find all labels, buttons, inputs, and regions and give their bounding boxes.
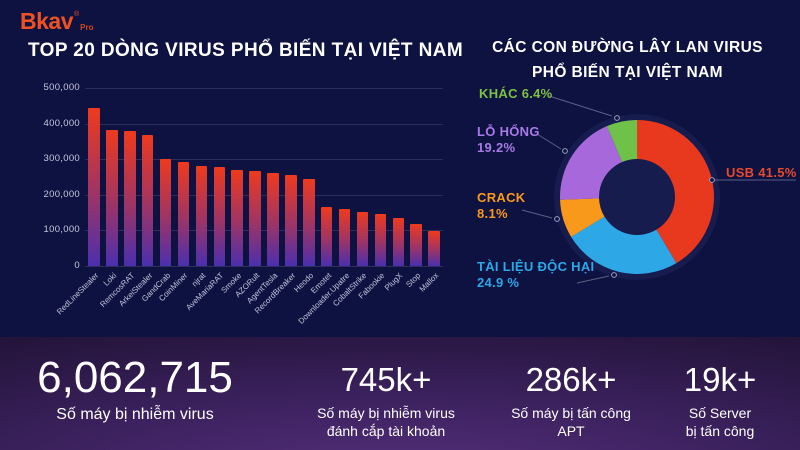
callout-connector-line <box>536 133 562 150</box>
stat-apt-attacks-label-line2: APT <box>557 422 585 439</box>
bar-coinminer <box>177 161 190 266</box>
donut-label-crack-name: CRACK <box>477 190 526 205</box>
stat-apt-attacks-label-line1: Số máy bị tấn công <box>511 404 631 421</box>
bar-azorult <box>249 170 261 266</box>
donut-label-lo-hong: LỖ HỔNG 19.2% <box>477 124 540 157</box>
gridline <box>85 123 443 125</box>
donut-slice-usb <box>637 120 715 264</box>
stat-credential-stealing-label-line2: đánh cắp tài khoản <box>326 422 446 439</box>
registered-trademark-icon: ® <box>73 11 80 18</box>
bar-agenttesla <box>267 173 279 266</box>
bkav-logo-edition: Pro <box>80 23 94 32</box>
y-axis-tick-label: 100,000 <box>43 224 80 236</box>
stat-servers-attacked: 19k+ Số Server bị tấn công <box>630 361 800 440</box>
donut-slice-lỗ-hổng <box>560 126 623 200</box>
bar-loki <box>106 129 118 266</box>
donut-label-usb: USB 41.5% <box>726 165 797 181</box>
stat-infected-machines-label: Số máy bị nhiễm virus <box>56 406 214 424</box>
donut-chart-title-line2: PHỔ BIẾN TẠI VIỆT NAM <box>532 63 723 81</box>
bar-recordbreaker <box>285 174 297 266</box>
bar-downloader.upatre <box>338 208 351 266</box>
bar-emotet <box>320 206 333 266</box>
summary-stats-bar: 6,062,715 Số máy bị nhiễm virus 745k+ Số… <box>0 337 800 450</box>
donut-label-lo-hong-name: LỖ HỔNG <box>477 124 540 139</box>
callout-connector-dot <box>611 272 617 278</box>
y-axis-tick-label: 500,000 <box>43 82 80 93</box>
donut-label-usb-name: USB <box>726 165 755 180</box>
virus-bar-chart: 500,000 400,000 300,000 200,000 100,000 0 RedL… <box>0 0 460 340</box>
bar-plugx <box>392 217 404 266</box>
bar-njrat <box>195 165 208 266</box>
stat-credential-stealing-value: 745k+ <box>340 361 432 398</box>
donut-label-lo-hong-pct: 19.2% <box>477 140 516 156</box>
donut-label-crack: CRACK 8.1% <box>477 190 525 223</box>
y-axis-tick-label: 300,000 <box>43 153 80 165</box>
bar-mallox <box>428 230 440 266</box>
callout-connector-line <box>576 275 610 284</box>
bar-heodo <box>303 179 315 266</box>
stat-credential-stealing-label-line1: Số máy bị nhiễm virus <box>317 404 455 421</box>
stat-infected-machines-value: 6,062,715 <box>37 353 233 402</box>
gridline <box>85 266 443 267</box>
donut-slice-crack <box>560 198 605 237</box>
donut-label-tai-lieu: TÀI LIỆU ĐỘC HẠI 24.9 % <box>477 259 594 292</box>
stat-servers-attacked-label-line1: Số Server <box>688 404 752 421</box>
gridline <box>85 159 443 161</box>
gridline <box>85 194 443 196</box>
donut-label-tai-lieu-pct: 24.9 % <box>477 275 520 291</box>
donut-label-khac: KHÁC 6.4% <box>479 86 553 102</box>
callout-connector-dot <box>614 115 620 121</box>
stat-infected-machines: 6,062,715 Số máy bị nhiễm virus <box>25 353 245 426</box>
y-axis-tick-label: 0 <box>74 260 80 271</box>
bar-stop <box>410 223 422 266</box>
donut-chart-title-line1: CÁC CON ĐƯỜNG LÂY LAN VIRUS <box>492 39 763 56</box>
bar-redlinestealer <box>88 107 100 266</box>
donut-label-khac-name: KHÁC <box>479 86 518 101</box>
donut-label-tai-lieu-name: TÀI LIỆU ĐỘC HẠI <box>477 259 595 274</box>
gridline <box>85 230 443 232</box>
callout-connector-line <box>521 209 553 219</box>
donut-slice-tài-liệu-độc-hại <box>571 216 677 274</box>
virus-spread-donut-chart <box>521 95 796 284</box>
stat-apt-attacks: 286k+ Số máy bị tấn công APT <box>471 361 671 440</box>
callout-connector-dot <box>562 148 568 154</box>
callout-connector-dot <box>554 216 560 222</box>
bkav-logo-brand: Bkav <box>20 8 73 34</box>
stat-credential-stealing: 745k+ Số máy bị nhiễm virus đánh cắp tài… <box>286 361 486 440</box>
donut-chart-title: CÁC CON ĐƯỜNG LÂY LAN VIRUS PHỔ BIẾN TẠI… <box>455 36 800 86</box>
donut-label-khac-pct: 6.4% <box>521 86 553 101</box>
stat-servers-attacked-value: 19k+ <box>683 361 757 398</box>
donut-slice-khác <box>606 120 637 163</box>
stat-apt-attacks-label: Số máy bị tấn công APT <box>471 404 671 440</box>
bkav-logo: Bkav ® Pro <box>20 10 94 33</box>
stat-apt-attacks-value: 286k+ <box>525 361 617 398</box>
bar-arkeistealer <box>141 134 154 266</box>
stat-credential-stealing-label: Số máy bị nhiễm virus đánh cắp tài khoản <box>286 404 486 440</box>
donut-label-crack-pct: 8.1% <box>477 206 508 222</box>
y-axis-tick-label: 400,000 <box>43 117 80 129</box>
callout-connector-line <box>548 95 613 117</box>
callout-connector-dot <box>709 177 715 183</box>
bar-fabookie <box>374 213 387 266</box>
bar-remcosrat <box>124 130 136 266</box>
stat-servers-attacked-label-line2: bị tấn công <box>685 422 755 439</box>
gridline <box>85 88 443 89</box>
bar-cobaltstrike <box>356 211 369 266</box>
y-axis-tick-label: 200,000 <box>43 188 80 200</box>
donut-label-usb-pct: 41.5% <box>758 165 797 180</box>
bar-chart-title: TOP 20 DÒNG VIRUS PHỔ BIẾN TẠI VIỆT NAM <box>28 40 464 61</box>
bar-smoke <box>231 169 243 266</box>
bar-avemariarat <box>213 166 225 266</box>
bar-gandcrab <box>159 159 172 266</box>
stat-servers-attacked-label: Số Server bị tấn công <box>630 404 800 440</box>
